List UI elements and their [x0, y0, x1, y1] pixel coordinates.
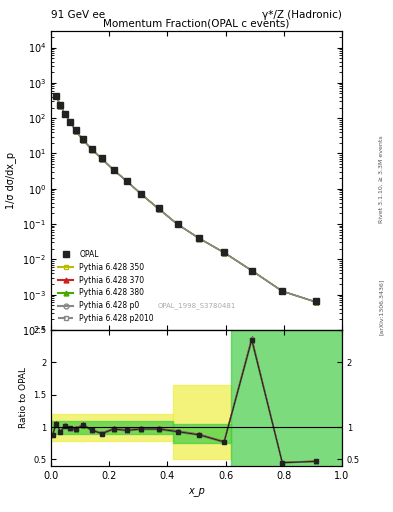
Legend: OPAL, Pythia 6.428 350, Pythia 6.428 370, Pythia 6.428 380, Pythia 6.428 p0, Pyt: OPAL, Pythia 6.428 350, Pythia 6.428 370… [55, 247, 157, 326]
OPAL [58, 102, 63, 109]
OPAL [175, 221, 180, 227]
OPAL [73, 127, 78, 133]
Y-axis label: Ratio to OPAL: Ratio to OPAL [18, 368, 28, 429]
Bar [51, 420, 173, 434]
Text: 91 GeV ee: 91 GeV ee [51, 10, 105, 20]
OPAL [222, 249, 226, 255]
OPAL [111, 166, 116, 173]
OPAL [313, 298, 318, 304]
Bar [51, 414, 173, 441]
OPAL [139, 190, 143, 197]
X-axis label: x_p: x_p [188, 486, 205, 496]
OPAL [90, 146, 94, 152]
Bar [231, 330, 342, 473]
OPAL [68, 118, 72, 124]
OPAL [124, 178, 129, 184]
OPAL [250, 267, 254, 273]
OPAL [156, 205, 161, 211]
Text: Rivet 3.1.10, ≥ 3.3M events: Rivet 3.1.10, ≥ 3.3M events [379, 135, 384, 223]
Text: γ*/Z (Hadronic): γ*/Z (Hadronic) [262, 10, 342, 20]
OPAL [197, 235, 202, 241]
OPAL [81, 136, 85, 142]
Title: Momentum Fraction(OPAL c events): Momentum Fraction(OPAL c events) [103, 18, 290, 29]
Line: OPAL: OPAL [53, 93, 318, 304]
OPAL [100, 156, 105, 162]
Text: OPAL_1998_S3780481: OPAL_1998_S3780481 [157, 303, 236, 309]
Text: [arXiv:1306.3436]: [arXiv:1306.3436] [379, 279, 384, 335]
Bar [173, 385, 231, 459]
OPAL [280, 288, 285, 294]
Y-axis label: 1/σ dσ/dx_p: 1/σ dσ/dx_p [6, 152, 17, 209]
OPAL [63, 111, 68, 117]
OPAL [54, 93, 59, 99]
Bar [173, 424, 231, 443]
